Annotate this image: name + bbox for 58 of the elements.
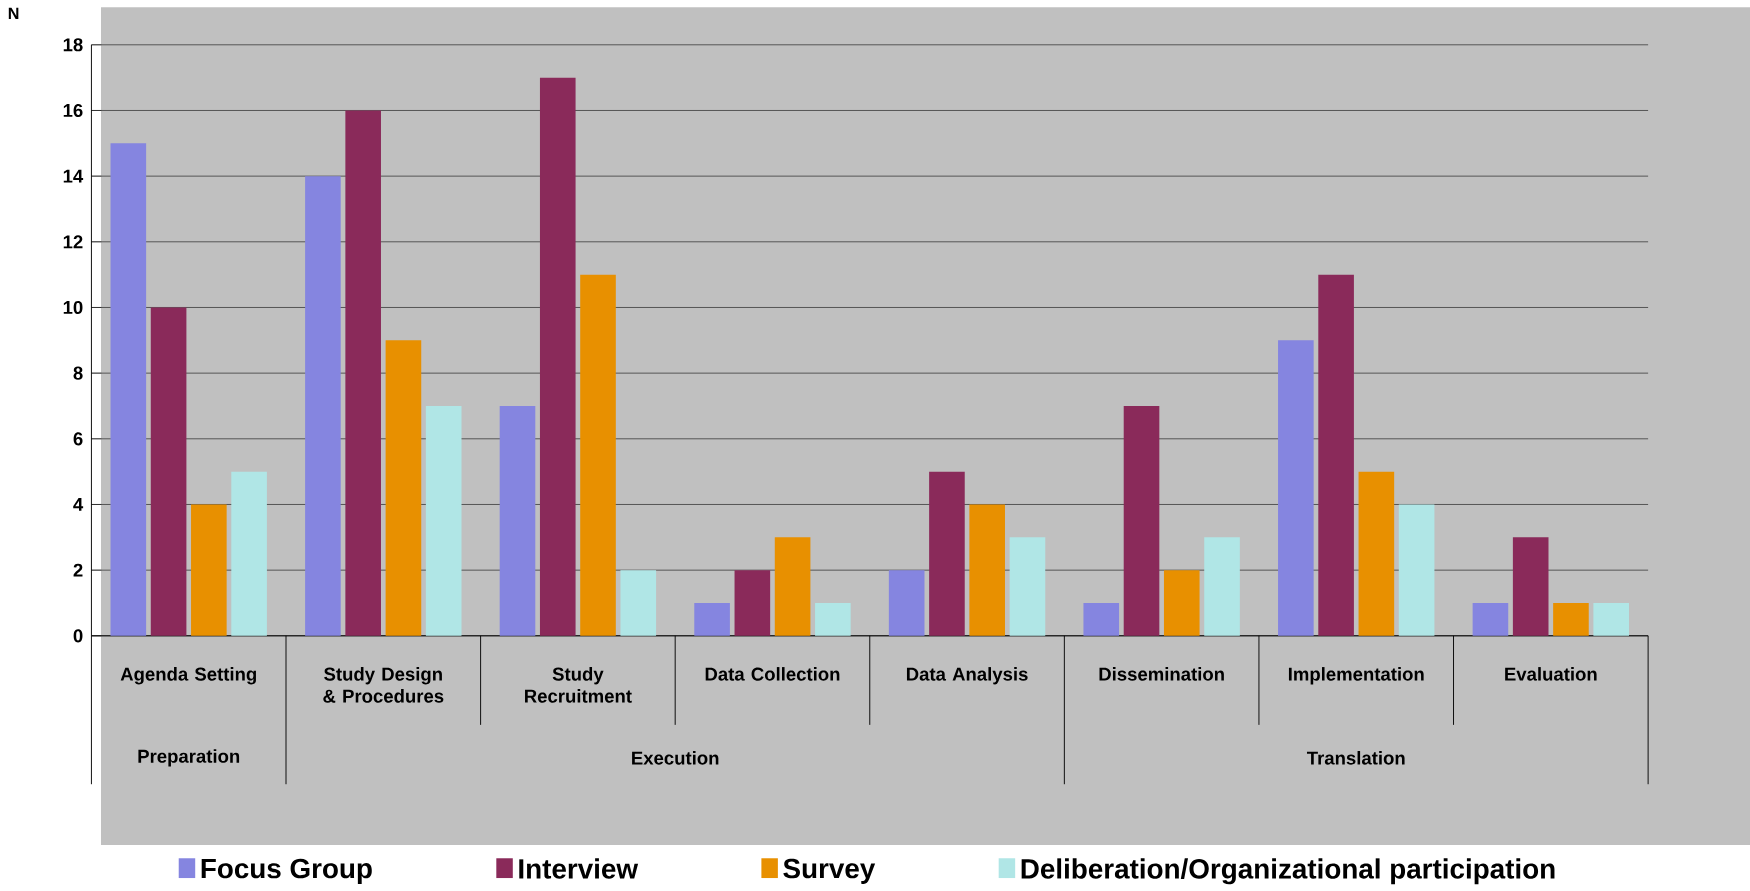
bar <box>1009 537 1046 636</box>
legend-label: Deliberation/Organizational participation <box>1021 858 1555 885</box>
x-tick-label: Study Recruitment <box>525 666 632 703</box>
bar <box>1163 570 1200 636</box>
x-tick-label: Agenda Setting <box>120 666 256 685</box>
bar <box>1358 471 1395 636</box>
x-tick-label: Evaluation <box>1505 666 1597 681</box>
bar <box>929 471 965 636</box>
bar <box>305 176 341 636</box>
bar <box>110 143 147 636</box>
bar <box>539 77 576 636</box>
y-tick-label: 8 <box>73 366 83 380</box>
y-tick-label: 18 <box>63 38 83 52</box>
bar <box>969 504 1005 636</box>
bar <box>1123 405 1160 636</box>
y-tick-label: 6 <box>73 432 83 446</box>
bar <box>499 405 536 636</box>
bar <box>774 537 811 636</box>
legend-label: Focus Group <box>201 858 372 884</box>
bar <box>345 110 381 636</box>
bar <box>734 570 771 636</box>
bar <box>815 602 851 636</box>
x-tick-label: Study Design & Procedures <box>323 666 444 703</box>
y-tick-label: 12 <box>63 235 83 249</box>
x-tick-label: Data Analysis <box>906 666 1028 685</box>
y-tick-label: 16 <box>63 103 83 117</box>
bar <box>1398 504 1435 636</box>
text: Execution <box>632 750 719 765</box>
bar <box>1553 602 1589 636</box>
y-tick-label: 2 <box>73 563 83 577</box>
bar <box>1512 537 1549 636</box>
bar <box>385 340 422 636</box>
bar <box>694 602 730 636</box>
bar <box>580 274 616 636</box>
bar <box>888 570 925 636</box>
bar <box>231 471 267 636</box>
legend-label: Interview <box>519 858 639 879</box>
x-tick-label: Dissemination <box>1099 666 1224 681</box>
text: Translation <box>1306 750 1405 765</box>
y-tick-label: 0 <box>73 629 83 643</box>
bar <box>191 504 227 636</box>
bar <box>1318 274 1354 636</box>
bar <box>1083 602 1120 636</box>
text: Preparation <box>138 749 240 767</box>
y-tick-label: 14 <box>63 169 84 183</box>
bar <box>1593 602 1630 636</box>
y-tick-label: 10 <box>63 300 83 314</box>
bar <box>1204 537 1240 636</box>
y-tick-label: 4 <box>73 497 84 511</box>
legend-label: Survey <box>783 858 876 884</box>
x-tick-label: Implementation <box>1288 666 1424 685</box>
bar <box>1278 340 1314 636</box>
bar <box>1472 602 1509 636</box>
bar <box>150 307 187 636</box>
bar <box>620 570 657 636</box>
x-tick-label: Data Collection <box>705 666 840 681</box>
bar <box>425 405 462 636</box>
y-axis-title: N <box>8 7 19 19</box>
